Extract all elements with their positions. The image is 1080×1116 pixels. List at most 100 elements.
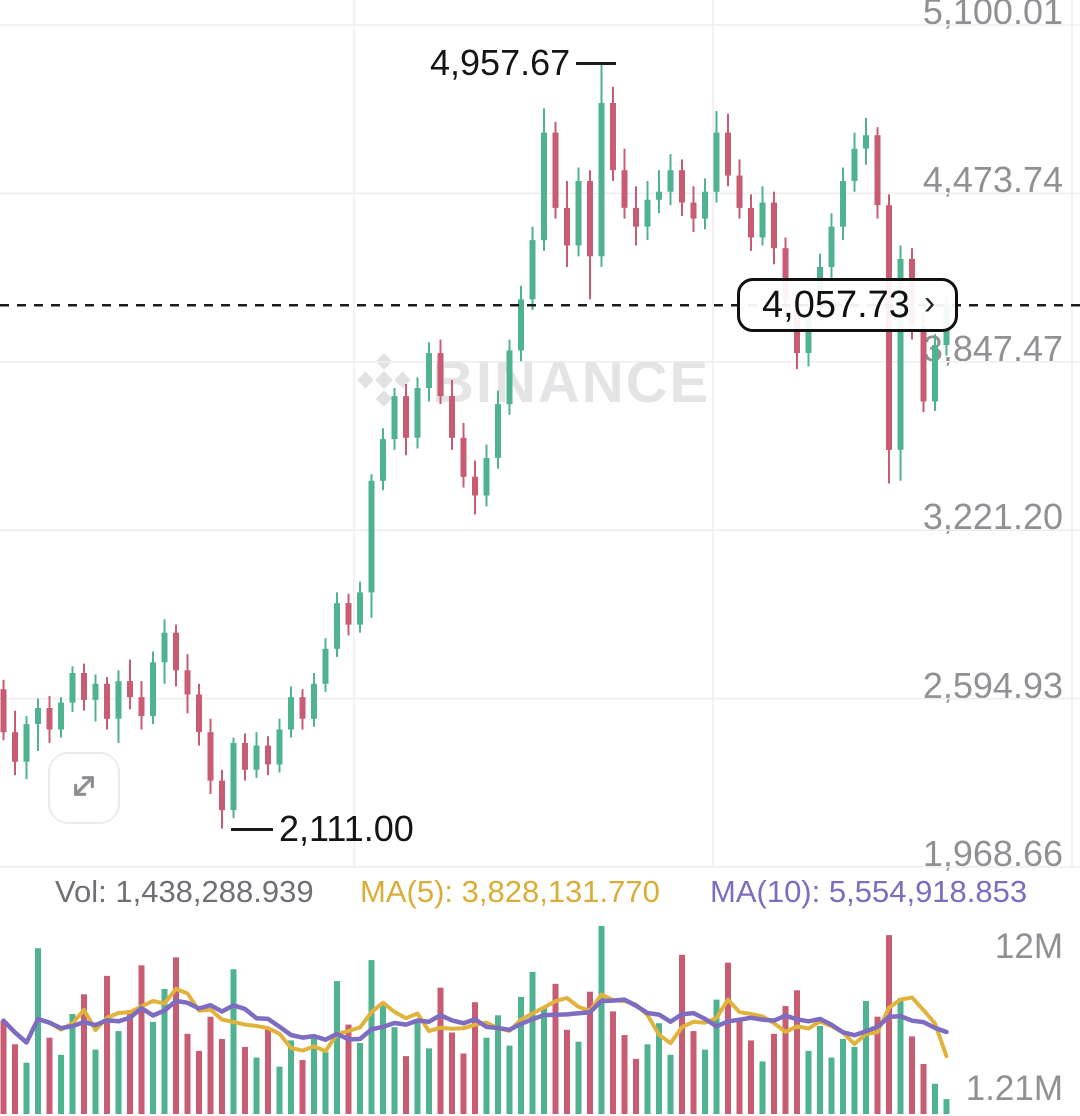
- volume-indicator-bar[interactable]: Vol: 1,438,288.939 MA(5): 3,828,131.770 …: [0, 874, 1080, 920]
- volume-axis-label: 12M: [994, 927, 1063, 967]
- volume-bar: [299, 1060, 306, 1114]
- volume-bar: [771, 1033, 777, 1114]
- candle-body: [253, 745, 260, 770]
- volume-bar: [529, 971, 536, 1114]
- candle-body: [449, 396, 455, 438]
- candle-body: [46, 708, 53, 730]
- volume-bar: [161, 989, 168, 1114]
- volume-bar: [943, 1099, 950, 1114]
- volume-bar: [863, 1000, 869, 1114]
- volume-bar: [932, 1083, 938, 1114]
- volume-bar: [483, 1037, 490, 1114]
- binance-watermark: BINANCE: [352, 342, 710, 422]
- volume-bar: [92, 1049, 99, 1114]
- candle-body: [104, 683, 110, 719]
- expand-chart-button[interactable]: [48, 752, 120, 824]
- volume-bar: [81, 994, 87, 1114]
- candle-body: [115, 681, 122, 719]
- last-price-value: 4,057.73: [762, 283, 910, 326]
- candle-body: [702, 191, 708, 219]
- volume-bar: [138, 965, 145, 1114]
- candle-body: [322, 648, 329, 684]
- ma10-value: 5,554,918.853: [828, 874, 1028, 909]
- volume-bar: [104, 975, 110, 1114]
- ma5-line: [1, 986, 949, 1059]
- volume-bar: [587, 991, 593, 1114]
- volume-bar: [403, 1056, 409, 1114]
- candle-body: [311, 683, 317, 719]
- candle-body: [564, 207, 570, 246]
- candle-body: [782, 248, 789, 300]
- candle-body: [196, 694, 202, 733]
- candle-body: [207, 732, 214, 781]
- volume-bar: [368, 960, 375, 1114]
- candle-body: [391, 396, 398, 440]
- volume-bar: [495, 1015, 501, 1114]
- candle-body: [150, 662, 156, 717]
- candle-body: [506, 350, 513, 405]
- volume-bar: [656, 1023, 662, 1114]
- volume-bar: [449, 1032, 455, 1114]
- volume-bar: [276, 1066, 283, 1114]
- candle-body: [472, 476, 478, 496]
- candle-body: [587, 181, 593, 257]
- volume-bar: [173, 957, 179, 1114]
- ma10-line: [1, 997, 949, 1045]
- binance-diamond-logo-icon: [352, 348, 416, 417]
- price-axis-label: 2,594.93: [922, 664, 1063, 706]
- watermark-brand-text: BINANCE: [432, 349, 711, 415]
- volume-bar: [0, 1020, 7, 1114]
- volume-readout: Vol: 1,438,288.939: [55, 874, 314, 910]
- volume-bar: [759, 1061, 766, 1114]
- volume-bar: [253, 1057, 260, 1114]
- candle-body: [690, 202, 697, 219]
- candle-body: [161, 632, 168, 663]
- volume-bar: [12, 1044, 18, 1114]
- volume-bar: [23, 1062, 30, 1114]
- candle-body: [230, 742, 237, 811]
- candle-body: [656, 191, 662, 200]
- candle-body: [0, 689, 7, 733]
- volume-bar: [472, 1002, 478, 1114]
- candle-body: [219, 780, 225, 811]
- candle-body: [380, 439, 386, 481]
- volume-bar: [598, 925, 605, 1114]
- volume-bar: [207, 1016, 214, 1114]
- candle-body: [771, 202, 777, 249]
- candle-body: [897, 258, 904, 450]
- chevron-right-icon: ›: [923, 283, 936, 322]
- volume-bar: [115, 1031, 122, 1114]
- high-price-label: 4,957.67: [430, 42, 571, 83]
- volume-bar: [46, 1037, 53, 1114]
- candle-body: [874, 135, 881, 206]
- candle-body: [633, 207, 639, 227]
- volume-bar: [702, 1049, 708, 1114]
- volume-bar: [782, 1006, 789, 1114]
- candle-body: [575, 181, 582, 246]
- vol-label: Vol:: [55, 874, 107, 909]
- candle-body: [679, 170, 685, 203]
- candle-body: [414, 388, 421, 438]
- volume-bar: [909, 1036, 915, 1114]
- volume-bar: [886, 935, 892, 1114]
- volume-bar: [621, 1035, 628, 1114]
- low-price-annotation: 2,111.00: [231, 808, 414, 849]
- low-annotation-line: [231, 827, 273, 831]
- candle-body: [748, 207, 754, 238]
- volume-bar: [506, 1045, 513, 1114]
- volume-bar: [552, 983, 559, 1114]
- volume-bar: [242, 1046, 248, 1114]
- price-axis-label: 1,968.66: [922, 833, 1063, 874]
- candle-body: [621, 170, 628, 208]
- candle-body: [644, 199, 651, 227]
- last-price-tag[interactable]: 4,057.73 ›: [737, 278, 959, 332]
- candle-body: [58, 702, 64, 730]
- candle-body: [426, 353, 432, 389]
- volume-bar: [633, 1058, 639, 1114]
- volume-bar: [357, 1043, 363, 1114]
- candle-body: [173, 632, 179, 671]
- volume-bar: [575, 1041, 582, 1114]
- candle-body: [713, 132, 720, 192]
